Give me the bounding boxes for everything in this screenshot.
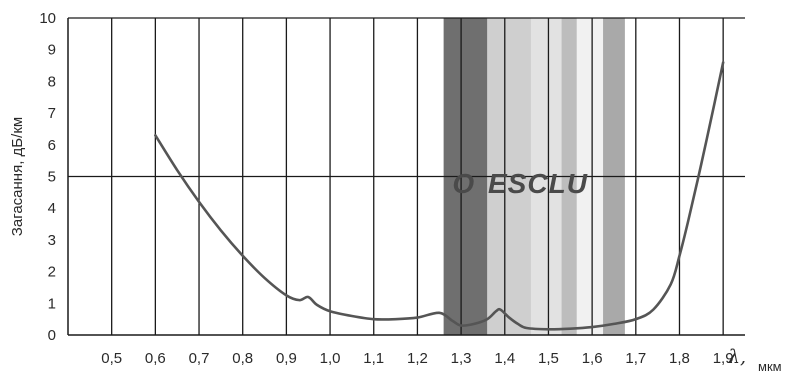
y-tick-label: 5: [48, 169, 56, 186]
x-tick-label: 1,6: [582, 350, 603, 367]
tick-labels: 0,5 0,6 0,7 0,8 0,9 1,0 1,1 1,2 1,3 1,4 1,5 1,6 1,7 1…: [39, 10, 733, 367]
y-tick-label: 1: [48, 295, 56, 312]
x-tick-label: 0,9: [276, 350, 297, 367]
x-tick-label: 0,6: [145, 350, 166, 367]
band-label-s: S: [508, 168, 527, 199]
x-tick-label: 1,0: [320, 350, 341, 367]
y-tick-label: 7: [48, 105, 56, 122]
y-tick-label: 9: [48, 42, 56, 59]
y-tick-label: 10: [39, 10, 56, 27]
x-tick-label: 0,7: [189, 350, 210, 367]
y-tick-label: 2: [48, 264, 56, 281]
y-tick-label: 6: [48, 137, 56, 154]
attenuation-series: [154, 61, 725, 331]
y-tick-label: 8: [48, 73, 56, 90]
axes: [67, 17, 745, 336]
y-axis-label: Загасання, дБ/км: [9, 117, 26, 236]
x-tick-label: 0,5: [101, 350, 122, 367]
x-tick-label: 1,1: [363, 350, 384, 367]
y-tick-label: 4: [48, 200, 56, 217]
attenuation-curve: [154, 61, 725, 331]
band-label-c: C: [527, 168, 548, 199]
x-tick-label: 1,3: [451, 350, 472, 367]
band-label-l: L: [549, 168, 566, 199]
band-label-o: O: [452, 168, 474, 199]
y-tick-label: 3: [48, 232, 56, 249]
x-axis-symbol: λ,: [727, 346, 746, 368]
x-tick-label: 1,8: [669, 350, 690, 367]
y-tick-label: 0: [48, 327, 56, 344]
x-tick-label: 1,5: [538, 350, 559, 367]
band-label-e: E: [488, 168, 508, 199]
grid-lines: [68, 18, 745, 335]
x-tick-label: 1,2: [407, 350, 428, 367]
x-tick-label: 1,9: [713, 350, 734, 367]
band-label-u: U: [567, 168, 588, 199]
x-tick-label: 0,8: [232, 350, 253, 367]
x-tick-label: 1,7: [625, 350, 646, 367]
x-axis-unit: мкм: [758, 359, 782, 374]
x-tick-label: 1,4: [494, 350, 515, 367]
